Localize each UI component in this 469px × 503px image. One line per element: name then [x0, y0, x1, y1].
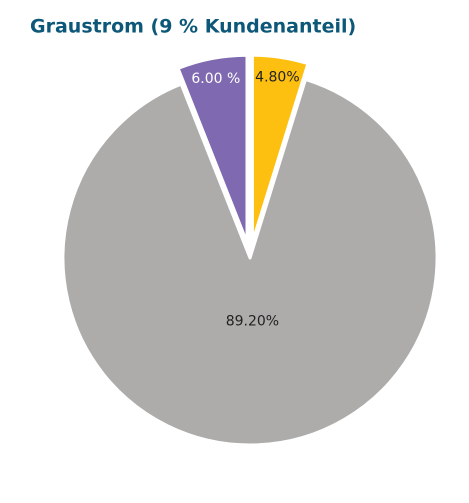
pie-slice	[61, 77, 439, 447]
value-label: 6.00 %	[191, 71, 240, 87]
value-label: 89.20%	[226, 314, 279, 330]
pie-slice	[250, 53, 310, 244]
chart-title: Graustrom (9 % Kundenanteil)	[30, 16, 356, 38]
pie-slice	[176, 53, 249, 244]
value-label: 4.80%	[255, 70, 299, 86]
